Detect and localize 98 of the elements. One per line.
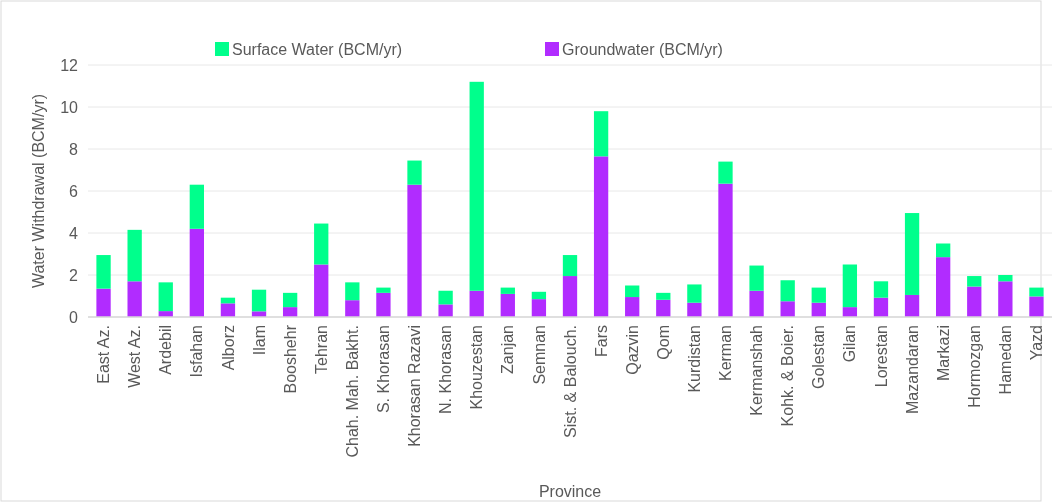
x-tick-label: Zanjan: [499, 325, 517, 374]
x-tick-label: Ilam: [250, 325, 268, 356]
bar: [687, 302, 702, 317]
y-tick-label: 2: [69, 266, 79, 284]
bar: [718, 183, 733, 317]
bar: [189, 184, 204, 229]
x-tick-label: Isfahan: [188, 325, 206, 378]
bar: [251, 289, 267, 312]
x-tick-label: Kerman: [717, 325, 735, 382]
bar: [625, 285, 640, 298]
x-tick-label: Chah. Mah. Bakht.: [343, 325, 361, 458]
legend-label: Groundwater (BCM/yr): [562, 41, 723, 58]
bar: [967, 286, 982, 317]
x-tick-label: Qom: [654, 325, 672, 360]
bar: [593, 111, 609, 157]
bar: [438, 304, 453, 317]
x-tick-label: Khorasan Razavi: [406, 325, 424, 447]
y-tick-label: 8: [69, 140, 79, 158]
bar: [96, 255, 111, 289]
bar: [345, 300, 360, 317]
bar: [314, 223, 329, 265]
bar: [625, 297, 640, 317]
bar: [220, 303, 236, 317]
bar: [842, 264, 858, 308]
x-tick-label: S. Khorasan: [375, 325, 393, 414]
x-tick-label: West Az.: [126, 325, 144, 388]
bar: [376, 287, 391, 293]
y-tick-label: 0: [69, 308, 79, 326]
bar: [469, 81, 484, 291]
x-tick-label: Gilan: [841, 325, 859, 363]
x-tick-label: N. Khorasan: [437, 325, 455, 414]
bar: [998, 275, 1013, 282]
bar: [936, 257, 951, 317]
bar: [718, 161, 733, 184]
bar: [282, 292, 298, 308]
y-tick-label: 6: [69, 182, 79, 200]
bar: [127, 281, 142, 317]
y-tick-label: 4: [69, 224, 79, 242]
bar: [593, 156, 609, 317]
bar: [687, 284, 702, 303]
y-tick-label: 12: [60, 56, 79, 74]
y-axis-title: Water Withdrawal (BCM/yr): [30, 93, 47, 289]
y-tick-label: 10: [60, 98, 79, 116]
bar: [1029, 287, 1044, 297]
x-tick-label: Markazi: [934, 325, 952, 382]
bar: [189, 228, 204, 317]
bar: [656, 292, 671, 300]
x-tick-label: Kohk. & Boier.: [779, 325, 797, 427]
x-tick-label: Semnan: [530, 325, 548, 385]
x-tick-label: Lorestan: [872, 325, 890, 388]
bar: [936, 243, 951, 258]
bar: [500, 287, 515, 294]
x-tick-label: Fars: [592, 325, 610, 357]
bar: [1029, 296, 1044, 317]
x-tick-label: Hormozgan: [965, 325, 983, 408]
bar: [158, 282, 173, 312]
bar: [500, 293, 515, 317]
bar: [873, 281, 889, 298]
bar: [562, 255, 578, 277]
bar: [345, 282, 360, 301]
bar: [407, 184, 422, 317]
x-tick-label: Yazd: [1028, 325, 1046, 361]
bar: [967, 276, 982, 287]
bar: [314, 264, 329, 317]
bar: [438, 290, 453, 305]
bar: [96, 288, 111, 317]
x-tick-label: Khouzestan: [468, 325, 486, 410]
bar: [407, 160, 422, 185]
bar: [127, 229, 142, 282]
bar: [656, 299, 671, 317]
x-tick-label: Kurdistan: [685, 325, 703, 393]
x-tick-label: Golestan: [810, 325, 828, 390]
bar: [531, 291, 547, 300]
bar: [998, 281, 1013, 317]
x-tick-label: Mazandaran: [903, 325, 921, 414]
bar: [873, 297, 889, 317]
x-tick-label: Tehran: [312, 325, 330, 374]
bar: [469, 290, 484, 317]
bar: [749, 290, 764, 317]
bar: [562, 276, 578, 317]
x-tick-label: Ardebil: [157, 325, 175, 375]
bar: [811, 287, 826, 303]
x-tick-label: Booshehr: [281, 324, 299, 394]
bar: [376, 292, 391, 317]
bar: [904, 213, 920, 295]
x-tick-label: Sist. & Balouch.: [561, 325, 579, 438]
x-tick-label: Alborz: [219, 325, 237, 371]
x-tick-label: East Az.: [95, 325, 113, 384]
x-axis-title: Province: [538, 483, 602, 500]
bar: [749, 265, 764, 291]
bar: [780, 280, 795, 302]
x-tick-label: Hamedan: [996, 325, 1014, 395]
bar: [780, 301, 795, 317]
bar: [531, 299, 547, 317]
legend-label: Surface Water (BCM/yr): [232, 41, 403, 58]
x-tick-label: Qazvin: [623, 325, 641, 375]
x-tick-label: Kermanshah: [748, 325, 766, 416]
bar: [904, 294, 920, 317]
